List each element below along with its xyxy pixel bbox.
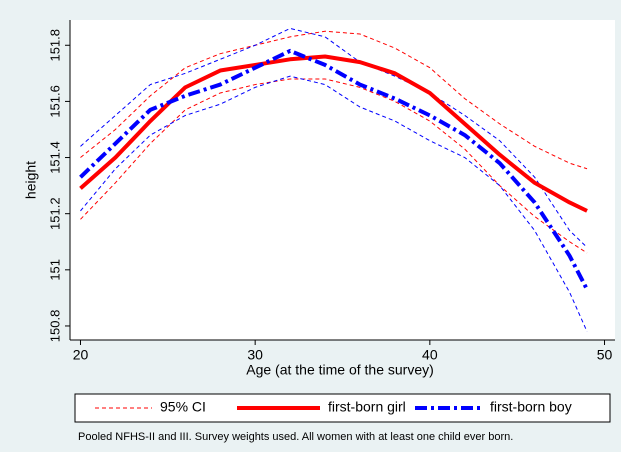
legend-label: 95% CI (160, 399, 206, 415)
y-tick-label: 151.8 (47, 29, 62, 62)
legend-label: first-born girl (328, 399, 406, 415)
legend (74, 393, 611, 423)
ci-line (80, 30, 588, 170)
y-tick-label: 151.2 (47, 197, 62, 230)
x-tick-label: 50 (597, 347, 613, 363)
ci-line (80, 27, 588, 248)
series-line (79, 48, 589, 291)
ci-line (80, 78, 588, 254)
note: Pooled NFHS-II and III. Survey weights u… (78, 431, 513, 443)
x-tick-label: 20 (73, 347, 89, 363)
x-tick-label: 30 (247, 347, 263, 363)
y-tick-label: 151.4 (47, 141, 62, 174)
y-tick-label: 151 (47, 259, 62, 281)
y-tick-label: 150.8 (47, 310, 62, 343)
x-tick-label: 40 (422, 347, 438, 363)
x-axis-title: Age (at the time of the survey) (246, 362, 434, 378)
legend-label: first-born boy (490, 399, 572, 415)
y-tick-label: 151.6 (47, 85, 62, 118)
y-axis-title: height (23, 161, 39, 199)
